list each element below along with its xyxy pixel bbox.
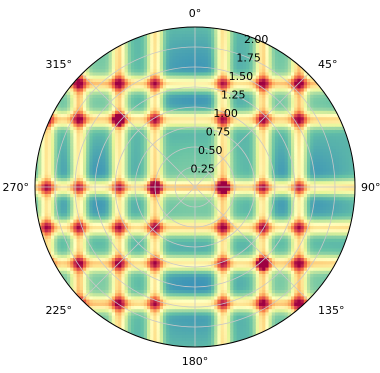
theta-tick-label-7: 315°	[46, 58, 73, 71]
polar-grid	[35, 27, 355, 347]
theta-tick-label-2: 90°	[361, 181, 380, 194]
theta-tick-label-3: 135°	[318, 304, 345, 317]
r-tick-label-2: 0.75	[206, 126, 231, 139]
theta-tick-label-0: 0°	[189, 7, 202, 20]
r-tick-label-4: 1.25	[221, 89, 246, 102]
theta-tick-label-6: 270°	[3, 181, 30, 194]
r-tick-label-5: 1.50	[229, 70, 254, 83]
r-tick-label-3: 1.00	[213, 107, 238, 120]
theta-tick-label-1: 45°	[318, 58, 338, 71]
theta-tick-label-5: 225°	[46, 304, 73, 317]
r-tick-label-7: 2.00	[244, 33, 269, 46]
r-tick-label-0: 0.25	[190, 163, 215, 176]
r-tick-label-1: 0.50	[198, 144, 223, 157]
r-tick-label-6: 1.75	[236, 52, 261, 65]
theta-tick-label-4: 180°	[182, 355, 209, 368]
